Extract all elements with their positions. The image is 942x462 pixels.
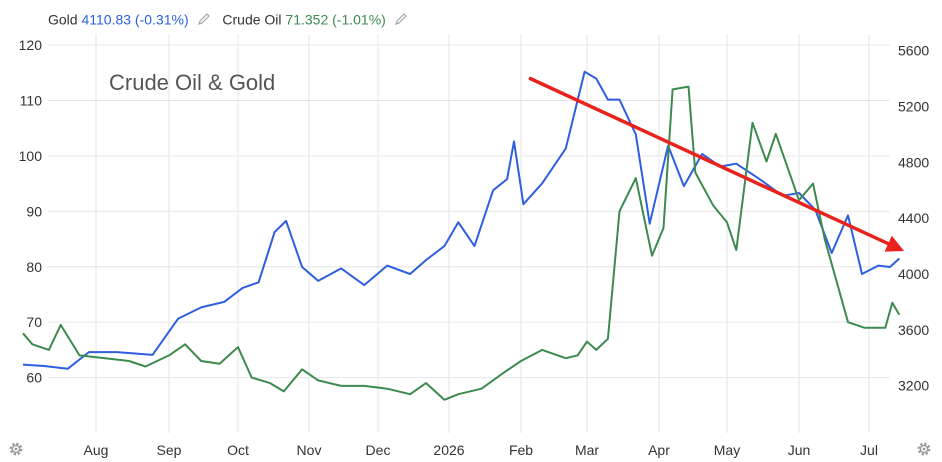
y-right-tick-label: 5200 bbox=[898, 99, 929, 115]
pencil-icon[interactable] bbox=[394, 12, 408, 26]
trend-arrow bbox=[528, 76, 905, 252]
y-left-tick-label: 100 bbox=[19, 148, 43, 164]
annotation-layer bbox=[528, 76, 905, 252]
x-tick-label: Nov bbox=[297, 442, 322, 458]
x-tick-label: Aug bbox=[84, 442, 109, 458]
y-axis-right: 3200 3600 4000 4400 4800 5200 5600 bbox=[898, 43, 929, 394]
series-line-gold bbox=[22, 70, 900, 370]
x-axis: Aug Sep Oct Nov Dec 2026 Feb Mar Apr May Jun Jul bbox=[84, 442, 878, 458]
x-tick-label: Apr bbox=[648, 442, 670, 458]
x-tick-label: Dec bbox=[366, 442, 391, 458]
y-left-tick-label: 80 bbox=[26, 259, 42, 275]
y-left-tick-label: 60 bbox=[26, 370, 42, 386]
y-right-tick-label: 3200 bbox=[898, 378, 929, 394]
x-tick-label: Feb bbox=[509, 442, 533, 458]
x-tick-label: Oct bbox=[227, 442, 249, 458]
gear-icon[interactable] bbox=[8, 441, 24, 457]
series-layer bbox=[22, 70, 901, 401]
series-line-crude-oil bbox=[22, 85, 901, 401]
x-tick-label: Jul bbox=[860, 442, 878, 458]
y-left-tick-label: 120 bbox=[19, 37, 43, 53]
chart-title: Crude Oil & Gold bbox=[109, 70, 276, 95]
y-right-tick-label: 3600 bbox=[898, 322, 929, 338]
y-right-tick-label: 5600 bbox=[898, 43, 929, 59]
y-right-tick-label: 4400 bbox=[898, 210, 929, 226]
y-axis-left: 60 70 80 90 100 110 120 bbox=[19, 37, 43, 386]
x-tick-label: 2026 bbox=[433, 442, 464, 458]
legend-oil-value: 71.352 (-1.01%) bbox=[285, 11, 386, 28]
pencil-icon[interactable] bbox=[197, 12, 211, 26]
y-right-tick-label: 4000 bbox=[898, 266, 929, 282]
x-tick-label: Sep bbox=[157, 442, 182, 458]
x-tick-label: Mar bbox=[575, 442, 599, 458]
y-left-tick-label: 70 bbox=[26, 314, 42, 330]
y-left-tick-label: 90 bbox=[26, 203, 42, 219]
y-right-tick-label: 4800 bbox=[898, 154, 929, 170]
legend-gold-value: 4110.83 (-0.31%) bbox=[81, 11, 189, 28]
x-tick-label: May bbox=[714, 442, 740, 458]
y-left-tick-label: 110 bbox=[20, 93, 43, 109]
x-tick-label: Jun bbox=[788, 442, 811, 458]
legend-oil-label: Crude Oil bbox=[222, 11, 282, 28]
legend-gold-label: Gold bbox=[48, 11, 78, 28]
gear-icon[interactable] bbox=[916, 441, 932, 457]
grid bbox=[48, 34, 890, 433]
legend: Gold 4110.83 (-0.31%) Crude Oil 71.352 (… bbox=[48, 10, 416, 27]
